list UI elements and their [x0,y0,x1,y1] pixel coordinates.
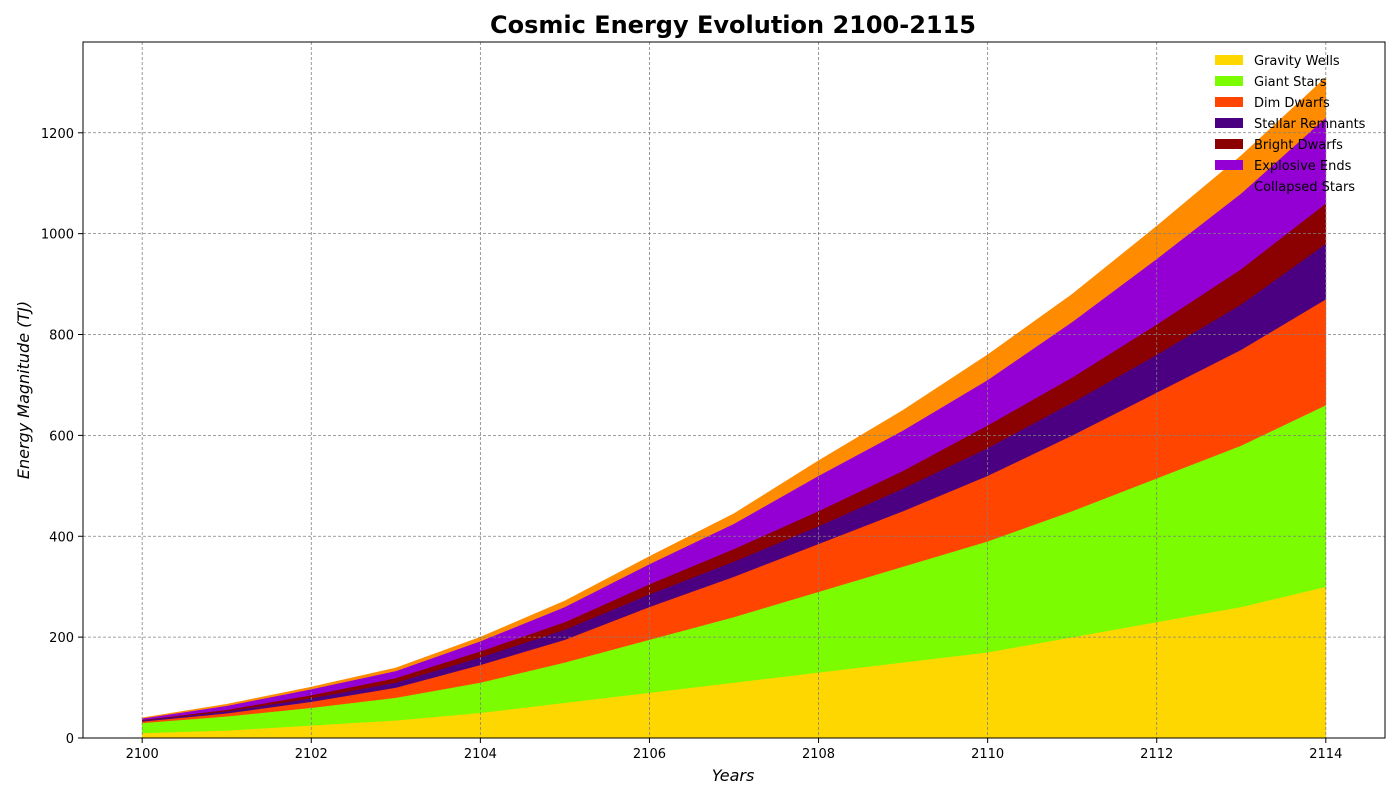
y-tick-label: 1000 [41,228,74,243]
legend-swatch [1215,118,1243,128]
x-tick-label: 2108 [802,747,835,762]
x-axis-label: Years [712,766,755,785]
y-tick-label: 200 [49,631,74,646]
legend-label: Dim Dwarfs [1254,96,1330,111]
legend-swatch [1215,76,1243,86]
y-tick-label: 1200 [41,127,74,142]
legend-swatch [1215,160,1243,170]
legend-label: Stellar Remnants [1254,117,1366,132]
gridlines [83,42,1385,739]
y-tick-label: 800 [49,329,74,344]
y-tick-label: 400 [49,530,74,545]
x-tick-label: 2110 [971,747,1004,762]
x-tick-label: 2114 [1309,747,1342,762]
legend-swatch [1215,55,1243,65]
chart-title: Cosmic Energy Evolution 2100-2115 [490,11,976,39]
x-tick-label: 2106 [633,747,666,762]
legend-label: Collapsed Stars [1254,180,1355,195]
legend-label: Explosive Ends [1254,159,1352,174]
plot-area [82,41,1386,739]
legend-swatch [1215,97,1243,107]
y-axis-label: Energy Magnitude (TJ) [14,301,33,479]
y-axis: 0 200 400 600 800 1000 1200 [41,127,83,747]
x-tick-label: 2100 [126,747,159,762]
x-tick-label: 2104 [464,747,497,762]
legend-label: Giant Stars [1254,75,1327,90]
x-axis: 2100 2102 2104 2106 2108 2110 2112 2114 [126,738,1342,762]
y-tick-label: 0 [66,732,74,747]
x-tick-label: 2102 [295,747,328,762]
legend-swatch [1215,181,1243,191]
legend: Gravity Wells Giant Stars Dim Dwarfs Stella… [1215,54,1366,195]
x-tick-label: 2112 [1140,747,1173,762]
y-tick-label: 600 [49,429,74,444]
legend-swatch [1215,139,1243,149]
legend-label: Gravity Wells [1254,54,1340,69]
legend-label: Bright Dwarfs [1254,138,1343,153]
plot-frame [82,41,1386,739]
